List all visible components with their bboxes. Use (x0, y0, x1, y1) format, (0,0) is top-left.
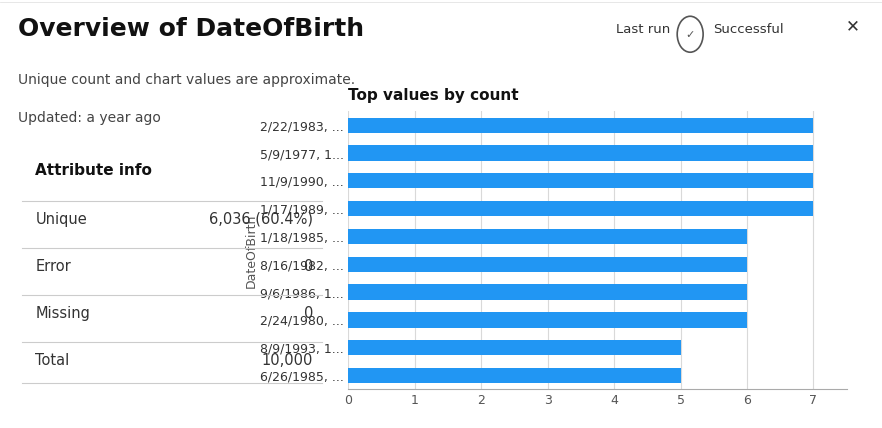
Bar (348, 285, 747, 300)
Bar (348, 173, 813, 188)
Bar (348, 229, 747, 244)
Text: Missing: Missing (35, 306, 90, 321)
Bar (348, 201, 813, 216)
Text: Unique count and chart values are approximate.: Unique count and chart values are approx… (18, 73, 355, 87)
Bar (348, 257, 747, 272)
Bar (348, 340, 681, 355)
Bar (348, 146, 813, 160)
Bar (348, 312, 747, 327)
Bar (348, 368, 681, 383)
Text: Unique: Unique (35, 212, 87, 227)
Text: Top values by count: Top values by count (348, 88, 519, 103)
Text: Attribute info: Attribute info (35, 163, 153, 178)
Text: Last run: Last run (616, 24, 670, 36)
Text: ✕: ✕ (846, 17, 860, 35)
Text: Error: Error (35, 259, 71, 274)
Bar (348, 118, 813, 133)
Text: ✓: ✓ (685, 30, 695, 40)
Text: Updated: a year ago: Updated: a year ago (18, 111, 161, 125)
Y-axis label: DateOfBirth: DateOfBirth (244, 213, 258, 288)
Text: 6,036 (60.4%): 6,036 (60.4%) (209, 212, 313, 227)
Text: Overview of DateOfBirth: Overview of DateOfBirth (18, 17, 363, 41)
Text: Successful: Successful (713, 24, 783, 36)
Text: 0: 0 (303, 306, 313, 321)
Text: 10,000: 10,000 (262, 353, 313, 368)
Text: Total: Total (35, 353, 70, 368)
Text: 0: 0 (303, 259, 313, 274)
